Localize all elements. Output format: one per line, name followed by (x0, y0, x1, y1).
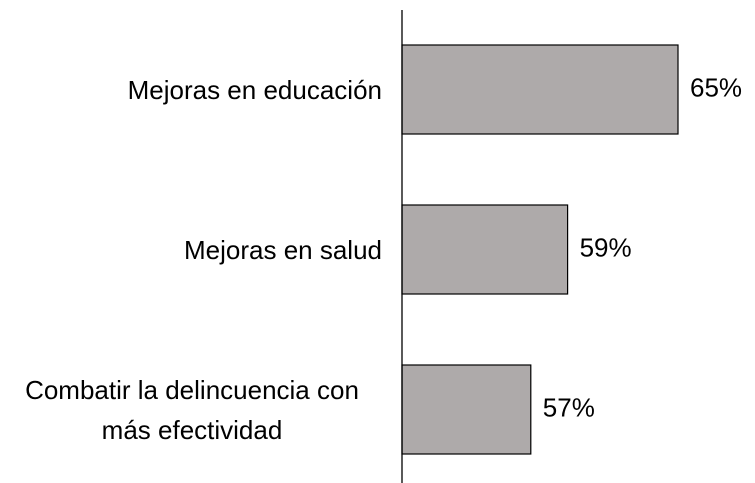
value-label: 57% (543, 392, 595, 422)
bar (401, 364, 532, 455)
category-text: Combatir la delincuencia con más efectiv… (25, 374, 359, 445)
category-label: Mejoras en educación (2, 70, 382, 110)
bar (401, 44, 679, 135)
value-label: 65% (690, 72, 742, 102)
bar (401, 204, 569, 295)
category-text: Mejoras en educación (127, 74, 382, 105)
category-text: Mejoras en salud (184, 234, 382, 265)
value-label: 59% (580, 232, 632, 262)
category-label: Mejoras en salud (2, 230, 382, 270)
category-label: Combatir la delincuencia con más efectiv… (2, 370, 382, 450)
